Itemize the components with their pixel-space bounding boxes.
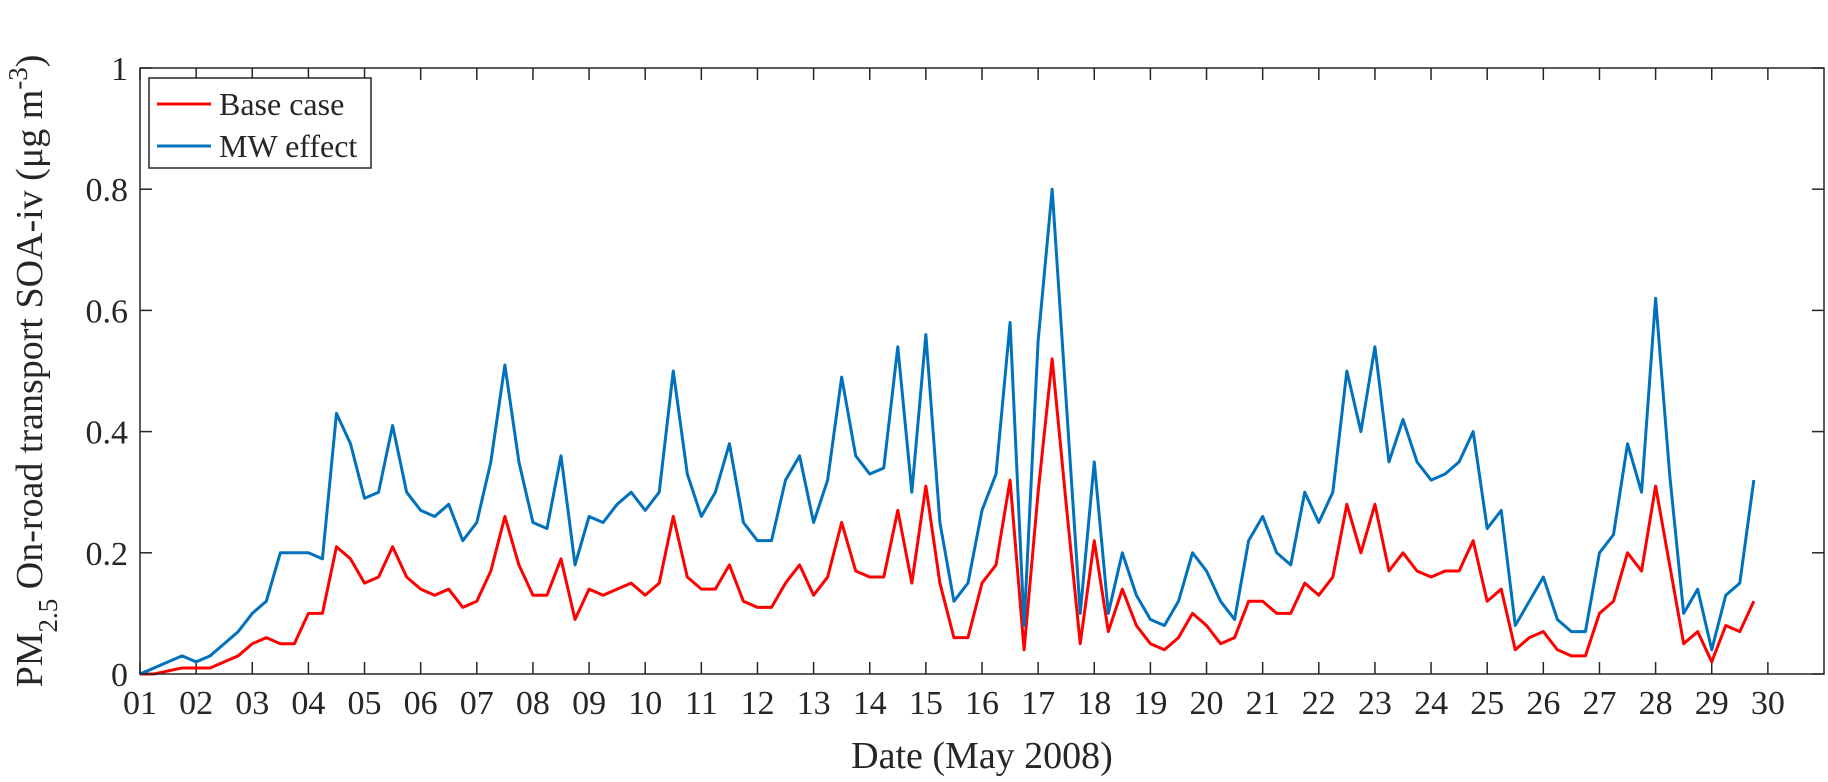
x-tick-label: 09 xyxy=(572,685,606,722)
x-tick-label: 11 xyxy=(685,685,718,722)
x-tick-label: 07 xyxy=(460,685,494,722)
x-tick-label: 02 xyxy=(179,685,213,722)
x-tick-label: 22 xyxy=(1302,685,1336,722)
x-tick-label: 28 xyxy=(1639,685,1673,722)
x-tick-label: 12 xyxy=(740,685,774,722)
x-tick-label: 19 xyxy=(1133,685,1167,722)
x-tick-label: 10 xyxy=(628,685,662,722)
x-tick-label: 25 xyxy=(1470,685,1504,722)
y-label-sup: -3 xyxy=(3,67,33,90)
x-axis-label: Date (May 2008) xyxy=(851,735,1113,777)
x-tick-label: 08 xyxy=(516,685,550,722)
y-tick-label: 1 xyxy=(111,51,128,88)
x-tick-label: 17 xyxy=(1021,685,1055,722)
y-label-end: ) xyxy=(9,55,51,68)
plot-frame xyxy=(139,67,1825,675)
y-tick-label: 0.8 xyxy=(86,172,129,209)
x-tick-label: 06 xyxy=(404,685,438,722)
x-tick-label: 13 xyxy=(797,685,831,722)
x-tick-label: 20 xyxy=(1190,685,1224,722)
legend-box xyxy=(148,77,372,169)
y-label-main: PM xyxy=(9,633,51,688)
x-tick-label: 05 xyxy=(348,685,382,722)
x-tick-label: 26 xyxy=(1526,685,1560,722)
y-tick-label: 0.6 xyxy=(86,293,129,330)
y-tick-label: 0 xyxy=(111,657,128,694)
legend-label: MW effect xyxy=(219,128,357,164)
y-tick-label: 0.2 xyxy=(86,536,129,573)
x-tick-label: 03 xyxy=(235,685,269,722)
x-tick-label: 27 xyxy=(1582,685,1616,722)
x-tick-label: 04 xyxy=(291,685,325,722)
data-line xyxy=(140,357,1756,676)
x-tick-label: 29 xyxy=(1695,685,1729,722)
x-tick-label: 14 xyxy=(853,685,887,722)
y-axis-label: PM2.5 On-road transport SOA-iv (μg m-3) xyxy=(3,55,63,688)
x-tick-label: 15 xyxy=(909,685,943,722)
x-tick-label: 24 xyxy=(1414,685,1448,722)
legend-label: Base case xyxy=(219,86,344,122)
x-tick-label: 16 xyxy=(965,685,999,722)
data-line xyxy=(139,187,1756,676)
x-tick-label: 01 xyxy=(123,685,157,722)
y-tick-label: 0.4 xyxy=(86,415,129,452)
y-label-text: On-road transport SOA-iv (μg m xyxy=(9,90,51,599)
y-label-sub: 2.5 xyxy=(33,599,63,633)
x-tick-label: 23 xyxy=(1358,685,1392,722)
x-tick-label: 30 xyxy=(1751,685,1785,722)
x-tick-label: 18 xyxy=(1077,685,1111,722)
x-tick-label: 21 xyxy=(1246,685,1280,722)
